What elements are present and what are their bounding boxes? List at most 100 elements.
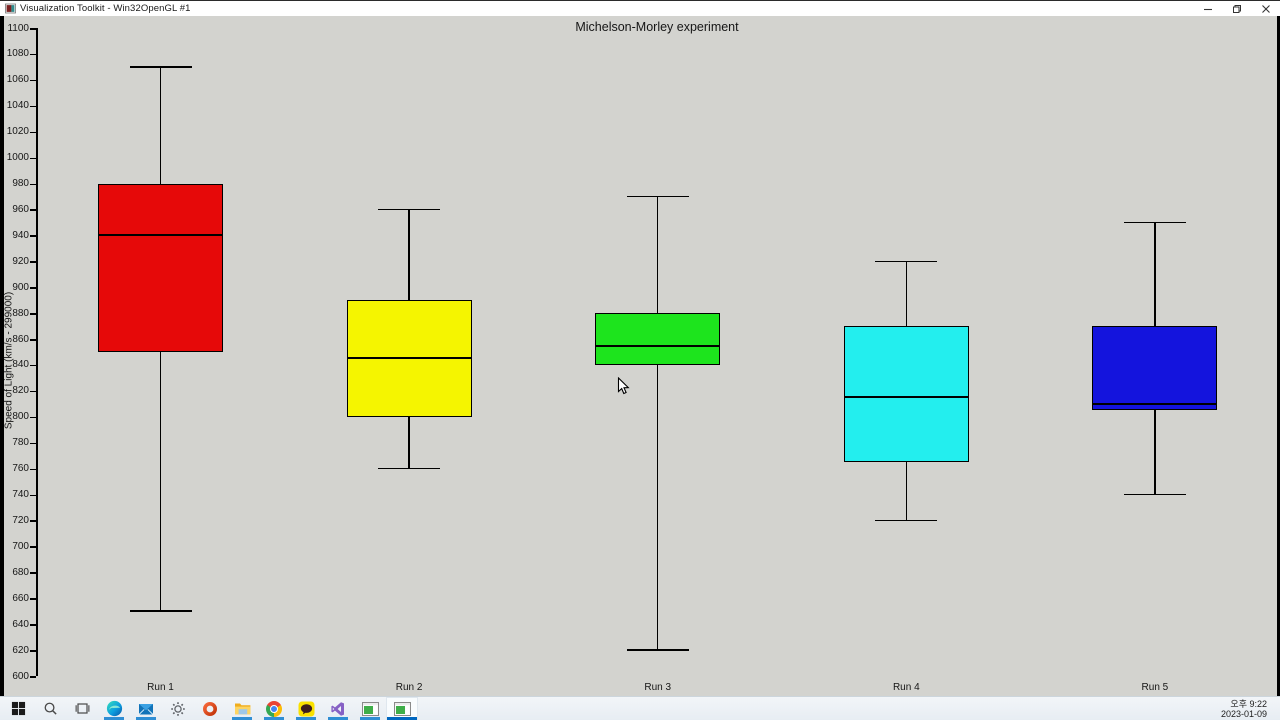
y-axis-tick-label: 980	[12, 178, 29, 190]
y-axis-tick-label: 820	[12, 385, 29, 397]
windows-logo-icon	[11, 701, 25, 716]
chrome-taskbar-button[interactable]	[258, 697, 290, 720]
right-black-border	[1277, 16, 1280, 696]
clock-date: 2023-01-09	[1220, 709, 1267, 719]
vtk-opengl-window-1-button[interactable]	[354, 697, 386, 720]
y-axis-tick	[30, 209, 36, 211]
y-axis-tick	[30, 650, 36, 652]
opengl-window-icon	[393, 701, 411, 716]
min-whisker-cap	[1123, 493, 1186, 496]
y-axis-tick-label: 760	[12, 463, 29, 475]
box-run-1	[98, 183, 223, 352]
y-axis-tick	[30, 442, 36, 445]
max-whisker-cap	[1123, 221, 1186, 224]
y-axis-tick	[30, 520, 36, 522]
box-run-4	[843, 326, 969, 463]
y-axis-tick	[30, 390, 36, 393]
median-line	[98, 234, 223, 237]
close-button[interactable]	[1251, 1, 1280, 16]
chrome-icon	[266, 700, 282, 717]
median-line	[1092, 402, 1218, 405]
median-line	[346, 357, 472, 360]
lower-whisker	[905, 462, 908, 521]
min-whisker-cap	[626, 649, 689, 651]
upper-whisker	[656, 196, 659, 314]
clock-time: 오후 9:22	[1230, 699, 1267, 709]
y-axis-tick	[30, 364, 36, 367]
y-axis-tick-label: 880	[12, 307, 29, 319]
box-chart: Michelson-Morley experiment Speed of Lig…	[0, 16, 1280, 696]
start-button[interactable]	[2, 697, 34, 720]
file-explorer-taskbar-button[interactable]	[226, 697, 258, 720]
window-controls	[1193, 1, 1280, 16]
min-whisker-cap	[378, 467, 441, 470]
window-title: Visualization Toolkit - Win32OpenGL #1	[20, 3, 191, 14]
x-axis-label: Run 5	[1141, 682, 1169, 693]
y-axis-tick-label: 1000	[6, 152, 29, 164]
y-axis-tick-label: 740	[12, 489, 29, 501]
y-axis-tick	[30, 339, 36, 341]
upper-whisker	[905, 261, 908, 327]
y-axis-tick-label: 720	[12, 514, 29, 526]
settings-taskbar-button[interactable]	[162, 697, 194, 720]
minimize-button[interactable]	[1193, 1, 1222, 16]
y-axis-tick	[30, 53, 36, 56]
y-axis-tick-label: 600	[12, 670, 29, 682]
y-axis-tick-label: 920	[12, 255, 29, 267]
lower-whisker	[1154, 410, 1156, 495]
visual-studio-taskbar-button[interactable]	[322, 697, 354, 720]
edge-taskbar-button[interactable]	[98, 697, 130, 720]
y-axis-tick-label: 840	[12, 359, 29, 371]
max-whisker-cap	[875, 260, 938, 263]
y-axis-tick	[30, 598, 36, 600]
search-button[interactable]	[34, 697, 66, 720]
office-taskbar-button[interactable]	[194, 697, 226, 720]
box-run-5	[1092, 326, 1218, 411]
y-axis-tick	[30, 183, 36, 186]
y-axis-tick	[30, 416, 36, 419]
kakaotalk-taskbar-button[interactable]	[290, 697, 322, 720]
kakaotalk-icon	[298, 701, 314, 716]
y-axis-tick	[30, 572, 36, 574]
opengl-window-icon	[361, 701, 379, 716]
y-axis-tick	[30, 261, 36, 263]
y-axis-tick	[30, 157, 36, 160]
y-axis-tick	[30, 546, 36, 548]
y-axis-tick	[30, 313, 36, 315]
restore-button[interactable]	[1222, 1, 1251, 16]
x-axis-label: Run 2	[395, 682, 423, 693]
min-whisker-cap	[129, 610, 192, 612]
y-axis-tick-label: 940	[12, 229, 29, 241]
x-axis-label: Run 1	[147, 682, 174, 693]
y-axis-tick	[30, 131, 36, 134]
box-run-3	[595, 313, 721, 365]
office-icon	[203, 701, 217, 716]
left-black-border	[0, 16, 4, 696]
y-axis-tick-label: 780	[12, 437, 29, 449]
y-axis-tick-label: 620	[12, 644, 29, 656]
y-axis-tick-label: 1040	[6, 100, 29, 112]
y-axis-tick	[30, 28, 36, 30]
vtk-opengl-window-2-button[interactable]	[386, 697, 418, 720]
taskbar: 오후 9:22 2023-01-09	[0, 696, 1280, 720]
window-titlebar: Visualization Toolkit - Win32OpenGL #1	[0, 0, 1280, 16]
task-view-button[interactable]	[66, 697, 98, 720]
vtk-app-icon	[5, 3, 16, 14]
max-whisker-cap	[626, 195, 689, 198]
lower-whisker	[656, 364, 659, 651]
y-axis-tick-label: 640	[12, 618, 29, 630]
y-axis-tick-label: 800	[12, 411, 29, 423]
mail-taskbar-button[interactable]	[130, 697, 162, 720]
y-axis-tick	[30, 468, 36, 471]
chart-title: Michelson-Morley experiment	[575, 20, 739, 34]
y-axis-tick	[30, 494, 36, 497]
median-line	[843, 396, 969, 399]
folder-icon	[234, 703, 250, 715]
search-icon	[44, 702, 57, 715]
median-line	[595, 344, 721, 347]
y-axis-tick	[30, 287, 36, 289]
vtk-render-viewport[interactable]: Michelson-Morley experiment Speed of Lig…	[0, 16, 1280, 696]
y-axis-tick-label: 1060	[6, 74, 29, 86]
taskbar-clock[interactable]: 오후 9:22 2023-01-09	[1221, 699, 1267, 719]
